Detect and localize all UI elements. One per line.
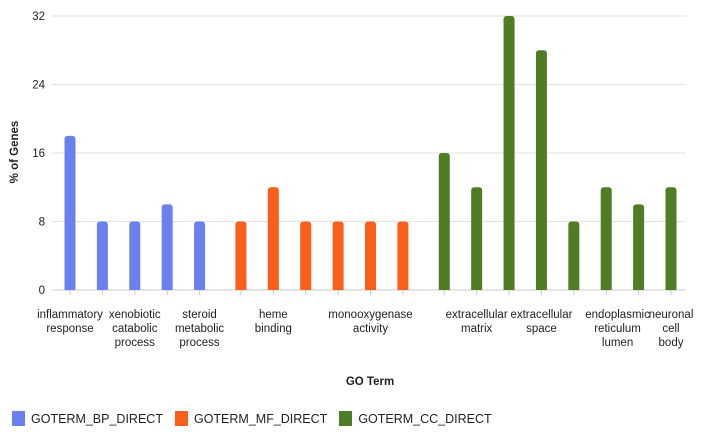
- x-tick-label-line: extracellular: [510, 309, 572, 321]
- bar-base: [535, 286, 547, 290]
- bar-base: [300, 286, 312, 290]
- x-tick-label-line: metabolic: [175, 323, 224, 335]
- bar-base: [503, 286, 515, 290]
- legend-label-cc: GOTERM_CC_DIRECT: [358, 411, 492, 426]
- x-axis-labels: inflammatory response xenobiotic catabolic p…: [37, 290, 693, 349]
- x-tick-label-line: xenobiotic: [109, 309, 161, 321]
- x-tick-label-line: inflammatory: [37, 309, 103, 321]
- bar-base: [96, 286, 108, 290]
- bar-base: [568, 286, 580, 290]
- x-tick-label-line: activity: [353, 323, 388, 335]
- bar-base: [332, 286, 344, 290]
- x-tick-label-line: neuronal: [649, 309, 694, 321]
- bar-base: [161, 286, 173, 290]
- bar-base: [471, 286, 483, 290]
- legend-label-mf: GOTERM_MF_DIRECT: [193, 411, 328, 426]
- x-tick-label-line: steroid: [182, 309, 217, 321]
- legend-item-mf: GOTERM_MF_DIRECT: [174, 411, 328, 426]
- x-tick-label: monooxygenase activity: [328, 309, 412, 335]
- y-tick-label: 0: [39, 285, 45, 297]
- x-tick-label-line: process: [179, 337, 220, 349]
- legend-swatch-cc: [339, 411, 353, 426]
- bar: [64, 135, 76, 290]
- x-tick-label: heme binding: [255, 309, 292, 335]
- bar-base: [633, 286, 645, 290]
- bar-base: [194, 286, 206, 290]
- legend-swatch-bp: [12, 411, 25, 426]
- bar: [471, 187, 483, 290]
- x-tick-label-line: catabolic: [112, 323, 158, 335]
- bar: [535, 50, 547, 290]
- bar: [235, 221, 247, 290]
- legend-item-bp: GOTERM_BP_DIRECT: [12, 411, 163, 426]
- y-axis-label: % of Genes: [9, 121, 21, 184]
- legend: GOTERM_BP_DIRECT GOTERM_MF_DIRECT GOTERM…: [12, 411, 504, 426]
- x-tick-label: steroid metabolic process: [175, 309, 224, 349]
- bar: [503, 16, 515, 290]
- x-tick-label: neuronal cell body: [649, 309, 694, 349]
- bar: [633, 204, 645, 290]
- bar-base: [665, 286, 677, 290]
- x-tick-label-line: endoplasmic: [585, 309, 650, 321]
- bar-base: [438, 286, 450, 290]
- x-tick-label-line: body: [659, 337, 684, 349]
- x-tick-label-line: heme: [259, 309, 288, 321]
- bar: [161, 204, 173, 290]
- bar: [267, 187, 279, 290]
- bar: [300, 221, 312, 290]
- bar-base: [600, 286, 612, 290]
- grid: [52, 15, 686, 291]
- x-tick-label: endoplasmic reticulum lumen: [585, 309, 650, 349]
- y-tick-label: 8: [39, 217, 45, 229]
- bar-base: [129, 286, 141, 290]
- x-tick-label-line: monooxygenase: [328, 309, 412, 321]
- legend-item-cc: GOTERM_CC_DIRECT: [339, 411, 492, 426]
- bar: [665, 187, 677, 290]
- x-tick-label-line: lumen: [602, 337, 633, 349]
- bars: [64, 16, 677, 290]
- bar-base: [64, 286, 76, 290]
- bar: [332, 221, 344, 290]
- x-tick-label-line: response: [46, 323, 93, 335]
- x-tick-label-line: matrix: [461, 323, 493, 335]
- x-tick-label-line: extracellular: [446, 309, 508, 321]
- x-tick-label: extracellular matrix: [446, 309, 508, 335]
- x-tick-label: extracellular space: [510, 309, 572, 335]
- x-tick-label-line: cell: [662, 323, 679, 335]
- x-tick-label-line: space: [526, 323, 557, 335]
- x-tick-label: xenobiotic catabolic process: [109, 309, 161, 349]
- y-axis-ticks: 0 8 16 24 32: [32, 11, 45, 297]
- bar: [568, 221, 580, 290]
- bar: [194, 221, 206, 290]
- bar: [365, 221, 376, 290]
- x-tick-label: inflammatory response: [37, 309, 103, 335]
- bar: [438, 153, 450, 290]
- bar-base: [365, 286, 376, 290]
- x-tick-label-line: binding: [255, 323, 292, 335]
- bar: [600, 187, 612, 290]
- y-tick-label: 32: [32, 11, 45, 23]
- bar-base: [235, 286, 247, 290]
- legend-label-bp: GOTERM_BP_DIRECT: [31, 411, 163, 426]
- bar-base: [397, 286, 409, 290]
- y-tick-label: 16: [32, 148, 45, 160]
- x-axis-label: GO Term: [346, 376, 394, 388]
- x-tick-label-line: process: [115, 337, 156, 349]
- x-tick-label-line: reticulum: [594, 323, 641, 335]
- bar: [397, 221, 409, 290]
- bar-base: [267, 286, 279, 290]
- bar: [96, 221, 108, 290]
- legend-swatch-mf: [174, 411, 188, 426]
- bar: [129, 221, 141, 290]
- y-tick-label: 24: [32, 80, 45, 92]
